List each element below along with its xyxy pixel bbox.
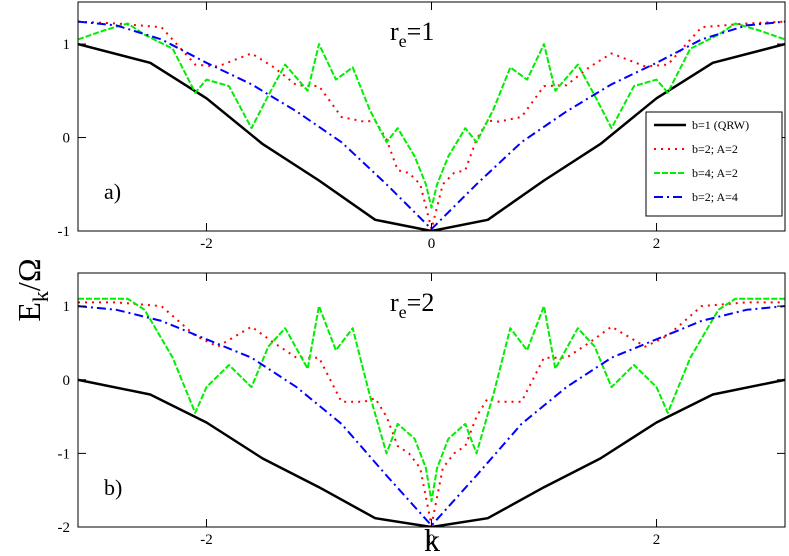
panels: -2 0 2-101 re=1a)b=1 (QRW)b=2; A=2b=4; A=2b… [58, 1, 786, 548]
y-tick-label: 1 [63, 299, 71, 315]
series-line-1 [78, 378, 785, 527]
chart-panel-1: -2 0 2 -1 0 1 re=1 a) b=1 (QRW) b=2; A=2 b=4; A=2 b… [58, 1, 786, 252]
panel-title-main: r [390, 17, 399, 46]
y-axis-label-rest: /Ω [11, 258, 47, 291]
series-line-1 [78, 42, 785, 231]
x-tick-label: 0 [428, 236, 436, 252]
y-tick-label: -1 [58, 446, 71, 462]
legend-label-2: b=2; A=2 [692, 142, 738, 156]
y-axis-label: Ek/Ω [11, 258, 53, 321]
series-line-3 [78, 297, 785, 503]
legend-label-1: b=1 (QRW) [692, 118, 749, 132]
plot-area [78, 297, 785, 527]
series-line-3 [78, 22, 785, 209]
y-tick-label: 1 [63, 37, 71, 53]
y-axis-label-main: E [11, 302, 47, 322]
y-tick-label: 0 [63, 131, 71, 147]
legend-label-3: b=4; A=2 [692, 166, 738, 180]
panel-title: re=2 [390, 288, 434, 322]
panel-title: re=1 [390, 17, 434, 51]
series-line-2 [78, 301, 785, 527]
x-tick-label: 2 [653, 532, 661, 548]
x-tick-label: -2 [200, 236, 213, 252]
panel-tag: b) [104, 475, 122, 500]
panel-title-main: r [390, 288, 399, 317]
panel-title-sub: e [399, 31, 407, 51]
y-axis-label-sub: k [28, 291, 53, 302]
chart-panel-2: -2 0 2 -2 -1 0 1 re=2 b) [58, 272, 786, 548]
panel-title-rest: =2 [407, 288, 435, 317]
y-tick-label: -1 [58, 224, 71, 240]
x-tick-label: 0 [428, 532, 436, 548]
legend-label-4: b=2; A=4 [692, 190, 738, 204]
legend-box [645, 111, 783, 217]
y-tick-label: -2 [58, 520, 71, 536]
x-tick-label: 2 [653, 236, 661, 252]
y-tick-label: 0 [63, 373, 71, 389]
x-axis-label: k [424, 522, 440, 556]
panel-title-sub: e [399, 302, 407, 322]
series-line-4 [78, 305, 785, 527]
x-tick-label: -2 [200, 532, 213, 548]
panel-title-rest: =1 [407, 17, 435, 46]
panel-tag: a) [104, 179, 121, 204]
